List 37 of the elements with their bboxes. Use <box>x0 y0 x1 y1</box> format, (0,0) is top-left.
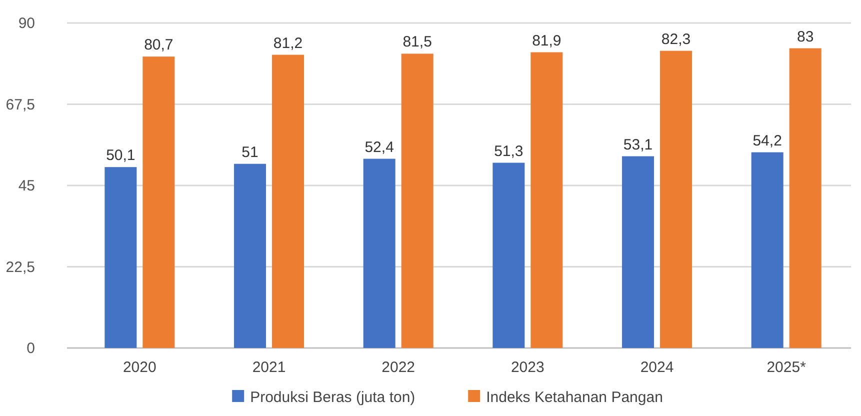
bar <box>622 156 654 348</box>
data-label: 83 <box>796 28 814 46</box>
data-label: 80,7 <box>144 36 174 54</box>
y-tick-label: 90 <box>18 15 35 32</box>
x-tick-label: 2020 <box>122 359 156 376</box>
data-label: 81,5 <box>402 34 432 51</box>
x-tick-label: 2021 <box>252 359 286 376</box>
bar <box>142 56 175 348</box>
bar <box>272 54 304 348</box>
bar <box>751 152 784 348</box>
x-tick-label: 2025* <box>766 359 806 376</box>
y-tick-label: 22,5 <box>6 258 35 276</box>
legend-label: Indeks Ketahanan Pangan <box>486 389 663 406</box>
legend-label: Produksi Beras (juta ton) <box>250 389 416 406</box>
x-tick-label: 2023 <box>510 359 544 376</box>
data-label: 81,9 <box>532 32 562 50</box>
data-label: 54,2 <box>752 132 782 150</box>
bar <box>789 48 822 348</box>
bar <box>363 158 396 348</box>
bar <box>401 54 434 348</box>
bar <box>104 167 137 348</box>
bar <box>660 50 692 348</box>
bar <box>234 164 266 348</box>
data-label: 50,1 <box>106 147 136 164</box>
y-tick-label: 67,5 <box>6 96 35 114</box>
bar <box>492 162 525 348</box>
y-tick-label: 0 <box>26 340 35 357</box>
data-label: 51,3 <box>494 142 524 160</box>
data-label: 82,3 <box>661 30 691 48</box>
y-tick-label: 45 <box>18 178 35 194</box>
x-tick-label: 2024 <box>640 359 674 376</box>
data-label: 81,2 <box>273 34 303 52</box>
data-label: 51 <box>242 144 258 161</box>
bar <box>530 52 563 348</box>
data-label: 52,4 <box>364 138 394 156</box>
x-tick-label: 2022 <box>382 359 416 376</box>
data-label: 53,1 <box>623 136 653 154</box>
